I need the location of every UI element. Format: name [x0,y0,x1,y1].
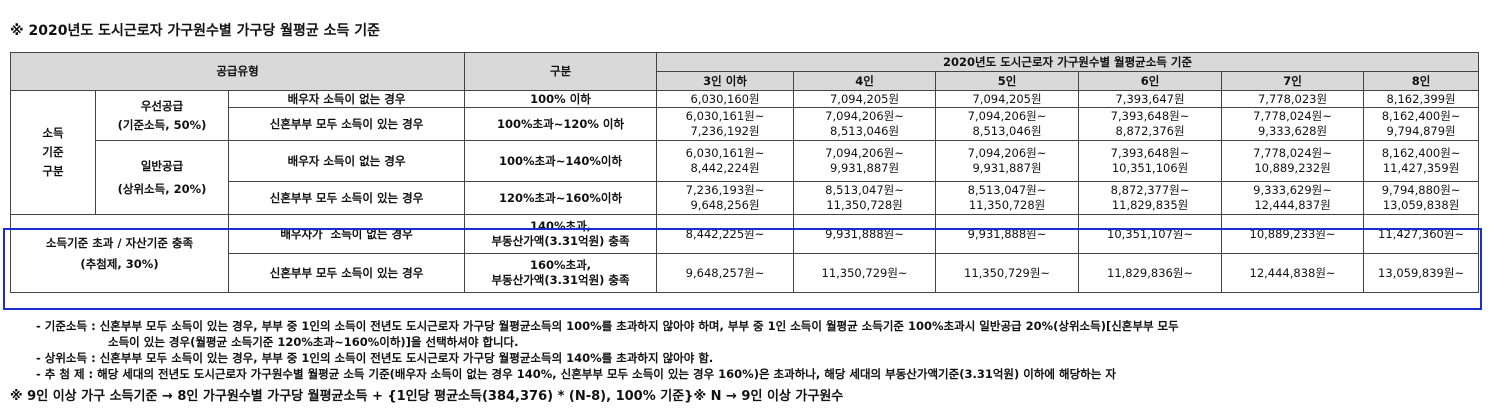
value-cell: 10,351,107원~ [1078,214,1223,254]
lottery-supply-sub: (추첨제, 30%) [80,256,159,271]
lottery-supply-cell: 소득기준 초과 / 자산기준 충족 (추첨제, 30%) [10,214,229,293]
value-cell: 11,350,729원~ [935,253,1080,293]
value-cell: 7,393,647원 [1078,90,1223,108]
table-row: 신혼부부 모두 소득이 있는 경우 160%초과, 부동산가액(3.31억원) … [11,253,1480,293]
value-cell: 8,162,399원 [1363,90,1480,108]
note-lottery: - 추 첨 제 : 해당 세대의 전년도 도시근로자 가구원수별 월평균 소득 … [36,367,1116,381]
header-size-6: 6인 [1078,71,1223,91]
value-cell: 7,094,206원~ 8,513,046원 [935,107,1080,141]
income-criteria-label: 소득 기준 구분 [10,90,96,215]
value-cell: 7,094,205원 [793,90,937,108]
case-label: 배우자 소득이 없는 경우 [227,140,466,182]
value-cell: 7,094,205원 [935,90,1080,108]
priority-supply-sub: (기준소득, 50%) [117,117,207,132]
case-label: 신혼부부 모두 소득이 있는 경우 [227,253,466,293]
value-cell: 7,094,206원~ 8,513,046원 [793,107,937,141]
range-label: 140%초과, 부동산가액(3.31억원) 충족 [464,214,658,254]
case-label: 배우자 소득이 없는 경우 [227,90,466,108]
value-cell: 9,648,257원~ [656,253,795,293]
value-cell: 7,094,206원~ 9,931,887원 [935,140,1080,182]
household-size-row: 3인 이하 4인 5인 6인 7인 8인 [11,71,1480,91]
range-label: 160%초과, 부동산가액(3.31억원) 충족 [464,253,658,293]
header-income-group: 2020년도 도시근로자 가구원수별 월평균소득 기준 [656,52,1480,72]
value-cell: 7,778,024원~ 10,889,232원 [1221,140,1365,182]
value-cell: 8,162,400원~ 9,794,879원 [1363,107,1480,141]
range-label: 120%초과~160%이하 [464,181,658,215]
header-category: 구분 [464,52,658,91]
notes: - 기준소득 : 신혼부부 모두 소득이 있는 경우, 부부 중 1인의 소득이… [36,318,1179,382]
value-cell: 9,794,880원~ 13,059,838원 [1363,181,1480,215]
value-cell: 13,059,839원~ [1363,253,1480,293]
general-supply-sub: (상위소득, 20%) [117,181,207,196]
value-cell: 11,829,836원~ [1078,253,1223,293]
header-size-4: 4인 [793,71,937,91]
value-cell: 7,393,648원~ 10,351,106원 [1078,140,1223,182]
priority-supply-cell: 우선공급 (기준소득, 50%) [95,90,229,141]
note-base-income-cont: 소득이 있는 경우(월평균 소득기준 120%초과~160%이하)]을 선택하셔… [108,335,519,349]
priority-supply-name: 우선공급 [140,98,184,113]
note-upper-income: - 상위소득 : 신혼부부 모두 소득이 있는 경우, 부부 중 1인의 소득이… [36,351,714,365]
general-supply-name: 일반공급 [140,158,184,173]
table-row: 신혼부부 모두 소득이 있는 경우 120%초과~160%이하 7,236,19… [11,181,1480,215]
table-row: 소득 기준 구분 우선공급 (기준소득, 50%) 배우자 소득이 없는 경우 … [10,90,1480,215]
value-cell: 7,778,024원~ 9,333,628원 [1221,107,1365,141]
case-label: 신혼부부 모두 소득이 있는 경우 [227,181,466,215]
value-cell: 11,350,729원~ [793,253,937,293]
range-label: 100% 이하 [464,90,658,108]
value-cell: 9,333,629원~ 12,444,837원 [1221,181,1365,215]
value-cell: 8,872,377원~ 11,829,835원 [1078,181,1223,215]
value-cell: 8,442,225원~ [656,214,795,254]
header-size-8: 8인 [1363,71,1480,91]
table-row: 신혼부부 모두 소득이 있는 경우 100%초과~120% 이하 6,030,1… [11,107,1480,141]
value-cell: 6,030,161원~ 8,442,224원 [656,140,795,182]
value-cell: 8,162,400원~ 11,427,359원 [1363,140,1480,182]
header-size-7: 7인 [1221,71,1365,91]
value-cell: 7,778,023원 [1221,90,1365,108]
page-title: ※ 2020년도 도시근로자 가구원수별 가구당 월평균 소득 기준 [10,23,381,39]
value-cell: 7,236,193원~ 9,648,256원 [656,181,795,215]
value-cell: 7,094,206원~ 9,931,887원 [793,140,937,182]
value-cell: 10,889,233원~ [1221,214,1365,254]
value-cell: 8,513,047원~ 11,350,728원 [793,181,937,215]
note-base-income: - 기준소득 : 신혼부부 모두 소득이 있는 경우, 부부 중 1인의 소득이… [36,319,1179,333]
header-size-3: 3인 이하 [656,71,795,91]
value-cell: 9,931,888원~ [793,214,937,254]
footer-rule: ※ 9인 이상 가구 소득기준 → 8인 가구원수별 가구당 월평균소득 + {… [10,389,844,404]
case-label: 신혼부부 모두 소득이 있는 경우 [227,107,466,141]
range-label: 100%초과~120% 이하 [464,107,658,141]
table-row: 소득기준 초과 / 자산기준 충족 (추첨제, 30%) 배우자가 소득이 없는… [10,214,1480,293]
value-cell: 9,931,888원~ [935,214,1080,254]
income-criteria-table: 공급유형 구분 2020년도 도시근로자 가구원수별 월평균소득 기준 3인 이… [9,52,1480,293]
header-supply-type: 공급유형 [9,52,466,91]
header-size-5: 5인 [935,71,1080,91]
value-cell: 11,427,360원~ [1363,214,1480,254]
value-cell: 8,513,047원~ 11,350,728원 [935,181,1080,215]
value-cell: 6,030,161원~ 7,236,192원 [656,107,795,141]
case-label: 배우자가 소득이 없는 경우 [227,214,466,254]
general-supply-cell: 일반공급 (상위소득, 20%) [95,140,229,215]
range-label: 100%초과~140%이하 [464,140,658,182]
value-cell: 12,444,838원~ [1221,253,1365,293]
lottery-supply-name: 소득기준 초과 / 자산기준 충족 [45,235,194,250]
table-row: 일반공급 (상위소득, 20%) 배우자 소득이 없는 경우 100%초과~14… [11,140,1480,215]
value-cell: 6,030,160원 [656,90,795,108]
value-cell: 7,393,648원~ 8,872,376원 [1078,107,1223,141]
